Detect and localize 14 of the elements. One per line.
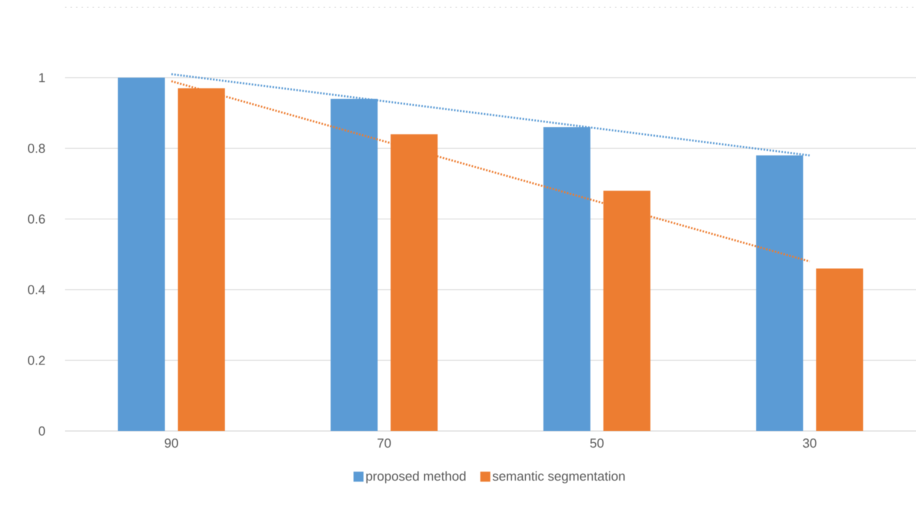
legend-label: proposed method	[366, 471, 466, 484]
y-tick-label: 0.2	[28, 356, 45, 365]
bar	[118, 78, 165, 431]
y-tick-label: 0	[38, 426, 45, 436]
y-tick-label: 0.8	[28, 144, 45, 153]
y-tick-label: 0.6	[28, 214, 45, 224]
bar	[816, 268, 864, 431]
y-tick-label: 0.4	[28, 285, 46, 294]
legend-label: semantic segmentation	[492, 471, 625, 484]
y-tick-label: 1	[39, 73, 45, 82]
x-tick-label: 50	[590, 438, 604, 448]
x-tick-label: 70	[378, 438, 391, 448]
x-tick-label: 30	[802, 438, 816, 448]
x-tick-label: 90	[164, 438, 178, 448]
